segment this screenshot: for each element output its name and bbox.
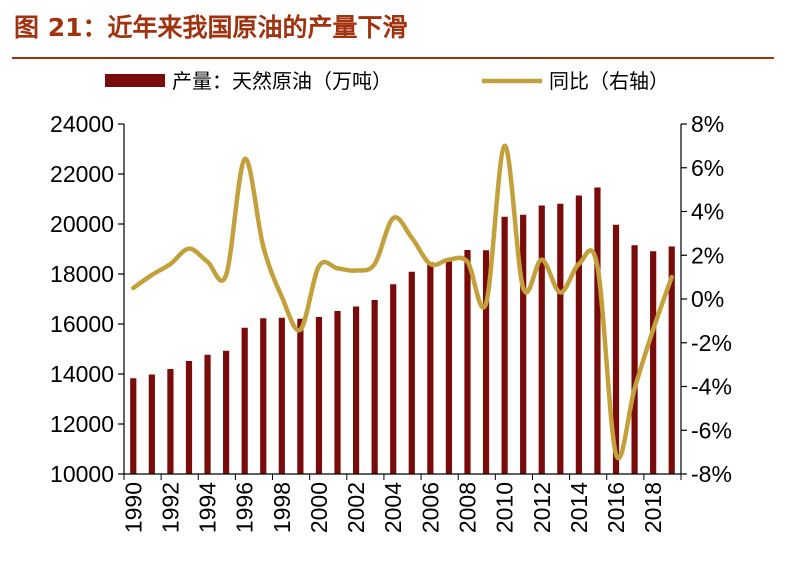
bar-2007 [445, 258, 453, 474]
bar-2011 [520, 214, 527, 474]
bar-2003 [371, 300, 378, 474]
x-tick-label: 1994 [195, 482, 221, 533]
legend-bar-label: 产量：天然原油（万吨） [172, 69, 392, 93]
left-tick-label: 14000 [50, 361, 114, 387]
x-tick-label: 2012 [529, 482, 555, 533]
left-tick-label: 10000 [50, 461, 114, 487]
x-tick-label: 2008 [455, 482, 481, 533]
bar-1996 [241, 327, 248, 474]
bar-2005 [408, 271, 415, 474]
left-tick-label: 16000 [50, 311, 114, 337]
bar-1998 [278, 317, 285, 474]
x-tick-label: 2000 [306, 482, 332, 533]
x-tick-label: 2004 [380, 482, 406, 533]
bar-1990 [130, 378, 137, 474]
left-tick-label: 18000 [50, 261, 114, 287]
x-tick-label: 1992 [157, 482, 183, 533]
x-tick-label: 1996 [232, 482, 258, 533]
bar-2001 [334, 311, 341, 474]
x-tick-label: 2018 [640, 482, 666, 533]
bar-2016 [612, 224, 620, 474]
bar-2009 [482, 250, 490, 474]
bar-2004 [390, 284, 397, 474]
x-tick-label: 1998 [269, 482, 295, 533]
right-tick-label: 2% [691, 242, 724, 268]
bar-2012 [538, 205, 545, 474]
bar-2010 [501, 216, 508, 474]
bar-2014 [575, 195, 582, 474]
right-tick-label: -4% [691, 374, 732, 400]
x-tick-label: 2006 [417, 482, 443, 533]
title-divider [12, 57, 774, 59]
bar-2018 [650, 251, 657, 474]
right-tick-label: 8% [691, 111, 724, 137]
right-tick-label: -6% [691, 417, 732, 443]
yoy-line [131, 143, 674, 461]
bar-series [130, 187, 675, 474]
right-tick-label: 0% [691, 286, 724, 312]
axes: 10000 12000 14000 16000 18000 20000 22000 24000… [50, 111, 732, 533]
left-tick-label: 22000 [50, 161, 114, 187]
x-tick-label: 2014 [566, 482, 592, 533]
left-tick-label: 12000 [50, 411, 114, 437]
bar-2019 [668, 246, 675, 474]
legend-line-label: 同比（右轴） [549, 69, 669, 93]
bar-1991 [148, 374, 155, 474]
bar-2008 [464, 250, 471, 474]
right-tick-label: -2% [691, 330, 732, 356]
bar-2017 [631, 245, 638, 474]
legend-bar-swatch [105, 74, 165, 87]
bar-2002 [352, 306, 360, 474]
bar-2013 [557, 203, 564, 474]
x-tick-label: 1990 [120, 482, 146, 533]
bar-2000 [315, 317, 323, 474]
bar-2015 [594, 187, 601, 474]
right-tick-label: -8% [691, 461, 732, 487]
bar-2006 [427, 262, 434, 474]
figure-title: 图 21：近年来我国原油的产量下滑 [14, 13, 408, 42]
bar-1997 [260, 318, 267, 474]
x-tick-label: 2002 [343, 482, 369, 533]
left-tick-label: 20000 [50, 211, 114, 237]
x-tick-label: 2010 [492, 482, 518, 533]
right-tick-label: 6% [691, 155, 724, 181]
bar-1992 [167, 369, 174, 474]
left-tick-label: 24000 [50, 111, 114, 137]
bar-1999 [297, 318, 304, 474]
right-tick-label: 4% [691, 199, 724, 225]
x-tick-label: 2016 [603, 482, 629, 533]
bar-1994 [204, 354, 211, 474]
legend: 产量：天然原油（万吨） 同比（右轴） [105, 69, 669, 93]
bar-1995 [223, 350, 230, 474]
line-series [131, 143, 674, 461]
bar-1993 [185, 361, 193, 474]
